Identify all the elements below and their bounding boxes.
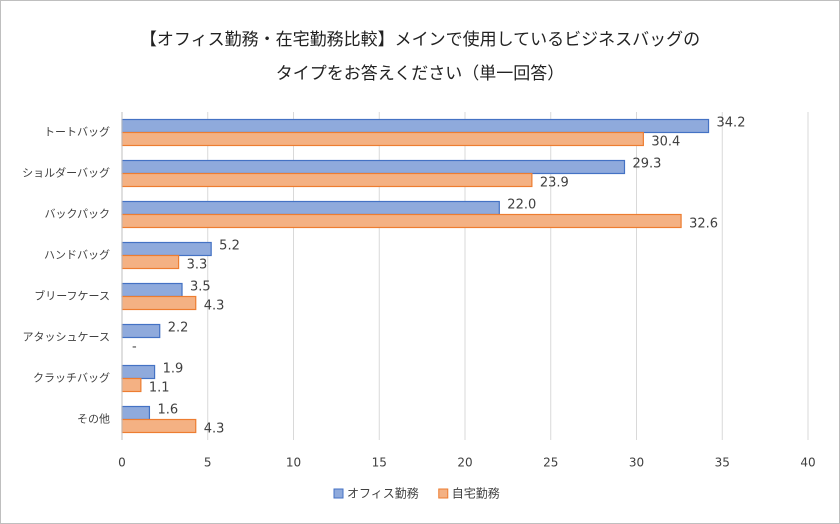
x-tick-label: 30 xyxy=(629,456,644,470)
data-label: 29.3 xyxy=(632,157,661,172)
x-tick-label: 10 xyxy=(286,456,301,470)
bar xyxy=(121,254,180,270)
data-label: - xyxy=(132,340,137,355)
bar xyxy=(121,364,156,380)
y-tick-label: その他 xyxy=(77,413,110,426)
data-label: 5.2 xyxy=(219,239,240,254)
data-label: 4.3 xyxy=(204,299,225,314)
bar xyxy=(121,200,500,216)
x-tick-label: 20 xyxy=(457,456,472,470)
data-label: 3.3 xyxy=(187,258,208,273)
data-label: 1.9 xyxy=(163,362,184,377)
chart-title: タイプをお答えください（単一回答） xyxy=(276,64,565,84)
bar xyxy=(121,213,682,229)
x-tick-label: 15 xyxy=(372,456,387,470)
bar xyxy=(121,172,533,188)
data-label: 2.2 xyxy=(168,321,189,336)
y-tick-label: バックパック xyxy=(45,208,110,221)
bar xyxy=(121,295,197,311)
x-tick-label: 5 xyxy=(204,456,212,470)
y-tick-label: ショルダーバッグ xyxy=(22,166,110,180)
bar xyxy=(121,418,197,434)
bar xyxy=(121,159,626,175)
data-label: 1.6 xyxy=(157,403,178,418)
legend-swatch xyxy=(333,488,344,499)
bar xyxy=(121,118,710,134)
data-label: 23.9 xyxy=(540,176,569,191)
bar xyxy=(121,282,183,298)
data-label: 34.2 xyxy=(717,116,746,131)
x-tick-label: 25 xyxy=(543,456,558,470)
data-label: 3.5 xyxy=(190,280,211,295)
data-label: 30.4 xyxy=(651,135,680,150)
bar xyxy=(121,323,161,339)
data-label: 4.3 xyxy=(204,422,225,437)
legend-swatch xyxy=(438,488,449,499)
legend-label: オフィス勤務 xyxy=(347,487,419,501)
y-tick-label: ハンドバッグ xyxy=(44,248,110,262)
y-tick-label: クラッチバッグ xyxy=(33,371,110,385)
data-label: 22.0 xyxy=(507,198,536,213)
y-tick-label: トートバッグ xyxy=(44,125,110,139)
data-label: 32.6 xyxy=(689,217,718,232)
data-label: 1.1 xyxy=(149,381,170,396)
bar xyxy=(121,405,151,421)
chart-title: 【オフィス勤務・在宅勤務比較】メインで使用しているビジネスバッグの xyxy=(140,29,700,50)
bar xyxy=(121,131,644,147)
bar xyxy=(121,241,212,257)
x-tick-label: 0 xyxy=(118,456,126,470)
y-tick-label: ブリーフケース xyxy=(34,289,110,303)
legend-label: 自宅勤務 xyxy=(452,486,500,501)
y-tick-label: アタッシュケース xyxy=(23,331,110,344)
x-tick-label: 40 xyxy=(800,456,815,470)
bar xyxy=(121,377,142,393)
x-tick-label: 35 xyxy=(715,456,730,470)
